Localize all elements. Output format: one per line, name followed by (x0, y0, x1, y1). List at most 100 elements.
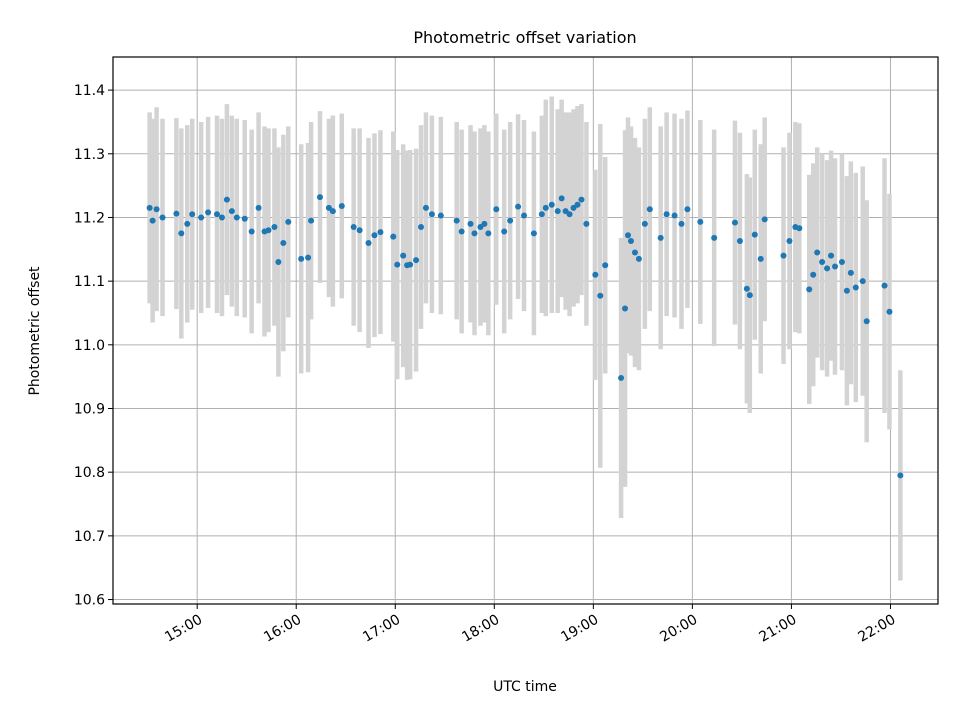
data-point (852, 284, 859, 291)
x-axis-label: UTC time (493, 679, 557, 695)
data-point (413, 257, 420, 264)
data-point (241, 215, 248, 222)
data-point (189, 211, 196, 218)
data-point (275, 259, 282, 266)
data-point (205, 209, 212, 216)
data-point (377, 229, 384, 236)
data-point (394, 261, 401, 268)
data-point (308, 217, 315, 224)
y-tick-label: 11.1 (74, 274, 105, 290)
data-point (618, 374, 625, 381)
data-point (390, 233, 397, 240)
data-point (223, 196, 230, 203)
data-point (602, 262, 609, 269)
data-point (453, 217, 460, 224)
data-point (863, 318, 870, 325)
data-point (228, 208, 235, 215)
data-point (625, 232, 632, 239)
data-point (507, 217, 514, 224)
plot-frame (112, 56, 939, 605)
data-point (356, 227, 363, 234)
data-point (515, 203, 522, 210)
data-point (248, 228, 255, 235)
data-point (641, 220, 648, 227)
data-point (418, 224, 425, 231)
y-tick-label: 11.2 (74, 210, 105, 226)
data-point (298, 255, 305, 262)
data-point (574, 201, 581, 208)
data-point (806, 286, 813, 293)
data-point (428, 211, 435, 218)
data-point (400, 252, 407, 259)
data-point (566, 211, 573, 218)
data-point (786, 238, 793, 245)
data-point (437, 212, 444, 219)
data-point (635, 255, 642, 262)
data-point (810, 271, 817, 278)
data-point (305, 254, 312, 261)
data-point (184, 220, 191, 227)
data-point (838, 259, 845, 266)
data-point (711, 234, 718, 241)
data-point (886, 308, 893, 315)
data-points (146, 194, 904, 479)
y-tick-label: 11.3 (74, 147, 105, 163)
y-tick-label: 10.7 (74, 529, 105, 545)
data-point (780, 252, 787, 259)
data-point (178, 230, 185, 237)
data-point (819, 259, 826, 266)
data-point (597, 292, 604, 299)
data-point (743, 285, 750, 292)
data-point (198, 214, 205, 221)
data-point (663, 211, 670, 218)
data-point (622, 305, 629, 312)
data-point (859, 278, 866, 285)
data-point (521, 212, 528, 219)
data-point (159, 214, 166, 221)
y-axis-ticks: 10.6 10.7 10.8 10.9 11.0 11.1 11.2 11.3 11.4 (74, 83, 113, 609)
data-point (481, 220, 488, 227)
data-point (467, 220, 474, 227)
data-point (153, 206, 160, 213)
data-point (538, 211, 545, 218)
data-point (751, 231, 758, 238)
data-point (471, 230, 478, 237)
data-point (501, 228, 508, 235)
data-point (371, 232, 378, 239)
data-point (255, 204, 262, 211)
data-point (548, 201, 555, 208)
y-axis-label: Photometric offset (27, 266, 43, 396)
data-point (831, 263, 838, 270)
data-point (173, 210, 180, 217)
data-point (213, 211, 220, 218)
y-tick-label: 10.8 (74, 465, 105, 481)
data-point (592, 271, 599, 278)
data-point (407, 261, 414, 268)
data-point (316, 194, 323, 201)
data-point (422, 204, 429, 211)
data-point (847, 269, 854, 276)
data-point (280, 239, 287, 246)
data-point (761, 216, 768, 223)
chart-title: Photometric offset variation (413, 28, 636, 47)
data-point (493, 206, 500, 213)
data-point (746, 292, 753, 299)
data-point (485, 230, 492, 237)
y-tick-label: 11.4 (74, 83, 105, 99)
data-point (757, 255, 764, 262)
data-point (218, 214, 225, 221)
data-point (843, 287, 850, 294)
data-point (578, 196, 585, 203)
data-point (554, 208, 561, 215)
data-point (542, 204, 549, 211)
data-point (146, 204, 153, 211)
data-point (796, 225, 803, 232)
data-point (350, 224, 357, 231)
data-point (828, 252, 835, 259)
data-point (558, 195, 565, 202)
data-point (338, 203, 345, 210)
y-tick-label: 10.9 (74, 402, 105, 418)
data-point (824, 265, 831, 272)
